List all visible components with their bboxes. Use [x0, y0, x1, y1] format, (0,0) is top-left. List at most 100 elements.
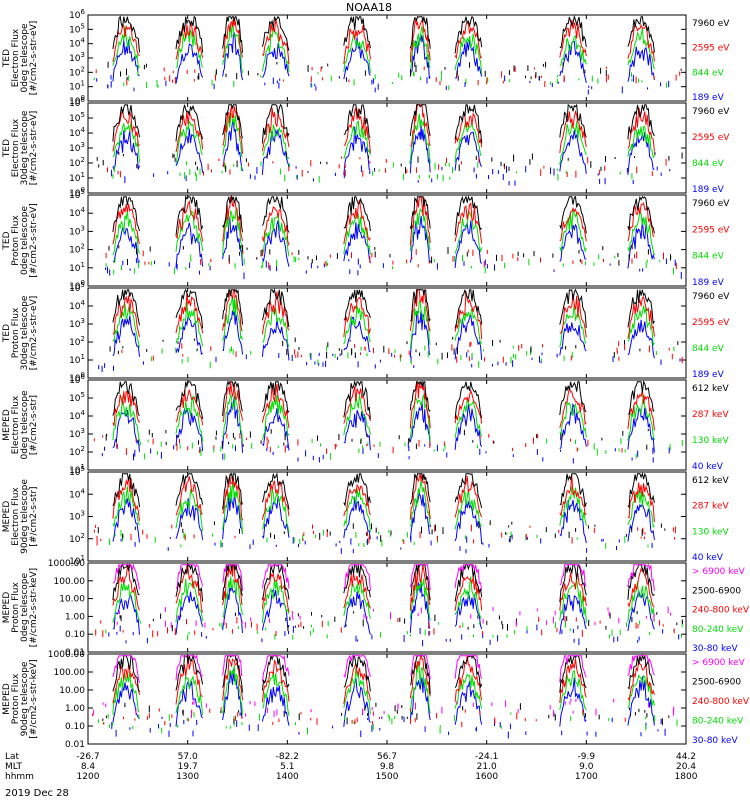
series-point: [269, 267, 271, 270]
series-point: [515, 620, 517, 627]
series-point: [288, 166, 290, 172]
series-point: [406, 341, 408, 345]
series-point: [122, 346, 124, 349]
series-point: [467, 626, 469, 630]
series-point: [321, 66, 323, 69]
series-point: [134, 526, 136, 531]
series-point: [605, 76, 607, 83]
series-point: [392, 446, 394, 454]
series-point: [332, 725, 334, 729]
series-point: [185, 175, 187, 182]
series-point: [120, 615, 122, 622]
series-point: [238, 710, 240, 713]
series-point: [97, 527, 99, 534]
series-point: [640, 732, 642, 737]
series-point: [431, 529, 433, 535]
series-point: [283, 442, 285, 446]
series-point: [311, 259, 313, 264]
series-point: [307, 65, 309, 72]
series-point: [511, 521, 513, 525]
series-point: [229, 725, 231, 729]
series-point: [184, 534, 186, 540]
series-point: [483, 261, 485, 268]
series-point: [515, 354, 517, 360]
series-point: [111, 722, 113, 730]
series-point: [113, 165, 115, 173]
series-point: [611, 717, 613, 723]
legend-entry: 7960 eV: [692, 19, 730, 29]
series-point: [492, 169, 494, 175]
series-point: [398, 72, 400, 78]
data-traces: [95, 563, 683, 647]
series-point: [326, 351, 328, 359]
series-point: [531, 153, 533, 160]
series-point: [226, 433, 228, 439]
series-point: [583, 344, 585, 347]
series-point: [292, 617, 294, 620]
series-point: [161, 727, 163, 734]
series-point: [154, 260, 155, 265]
y-axis-label: Proton Flux: [11, 307, 21, 358]
series-point: [151, 433, 153, 438]
series-point: [307, 171, 309, 174]
series-point: [556, 78, 558, 84]
series-point: [473, 624, 475, 629]
series-point: [605, 450, 607, 454]
series-point: [122, 533, 124, 539]
series-point: [402, 539, 404, 542]
series-point: [513, 65, 515, 72]
series-point: [213, 83, 215, 90]
series-point: [484, 266, 486, 274]
y-tick-label: 102: [69, 65, 85, 78]
series-point: [340, 548, 342, 554]
series-point: [410, 69, 411, 76]
series-point: [638, 636, 640, 641]
series-point: [295, 355, 297, 358]
series-point: [146, 349, 148, 352]
series-point: [160, 613, 162, 619]
series-point: [612, 356, 614, 362]
series-point: [409, 708, 411, 712]
series-point: [510, 356, 512, 364]
y-axis-label: 0deg telescope: [20, 390, 30, 460]
series-point: [637, 639, 639, 643]
x-tick-label: 20.4: [676, 762, 696, 772]
series-point: [462, 706, 464, 711]
series-point: [561, 629, 563, 635]
series-point: [382, 263, 384, 268]
series-point: [593, 262, 595, 266]
series-point: [279, 168, 281, 175]
series-point: [262, 260, 264, 268]
series-point: [664, 728, 666, 736]
series-point: [142, 361, 144, 365]
series-trace: [112, 654, 655, 684]
legend-entry: 189 eV: [692, 185, 725, 195]
legend-entry: 189 eV: [692, 278, 725, 288]
series-point: [220, 539, 222, 545]
series-point: [298, 732, 300, 735]
series-point: [322, 530, 324, 536]
series-point: [407, 442, 409, 448]
series-point: [311, 624, 312, 628]
series-point: [158, 723, 159, 729]
series-point: [635, 622, 637, 629]
series-point: [624, 449, 626, 453]
x-tick-label: -82.2: [276, 752, 299, 762]
series-point: [228, 255, 230, 262]
y-tick-label: 100.00: [54, 577, 86, 587]
series-point: [591, 86, 593, 90]
series-point: [618, 448, 620, 452]
series-point: [144, 261, 146, 265]
series-point: [584, 69, 586, 74]
series-point: [200, 259, 202, 266]
series-trace: [112, 581, 655, 635]
series-point: [536, 534, 538, 539]
series-point: [673, 267, 674, 275]
x-tick-label: 9.8: [380, 762, 395, 772]
series-point: [317, 72, 319, 75]
series-point: [569, 701, 571, 705]
series-point: [115, 729, 117, 737]
series-point: [453, 348, 455, 355]
series-point: [320, 67, 322, 72]
